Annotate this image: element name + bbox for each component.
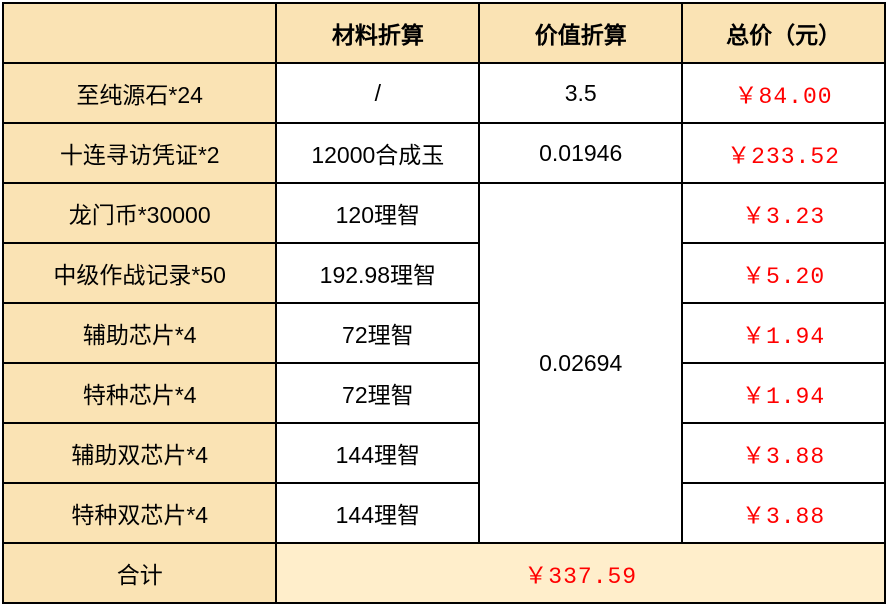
item-material: 72理智 (276, 363, 479, 423)
item-price: ￥5.20 (682, 243, 885, 303)
item-label: 辅助芯片*4 (3, 303, 276, 363)
pricing-table-container: 材料折算 价值折算 总价（元） 至纯源石*24 / 3.5 ￥84.00 十连寻… (0, 0, 888, 606)
header-empty (3, 3, 276, 63)
table-row: 特种芯片*4 72理智 ￥1.94 (3, 363, 885, 423)
item-label: 特种双芯片*4 (3, 483, 276, 543)
table-row: 龙门币*30000 120理智 0.02694 ￥3.23 (3, 183, 885, 243)
item-value: 3.5 (479, 63, 682, 123)
table-row: 辅助双芯片*4 144理智 ￥3.88 (3, 423, 885, 483)
header-material: 材料折算 (276, 3, 479, 63)
item-price: ￥84.00 (682, 63, 885, 123)
header-row: 材料折算 价值折算 总价（元） (3, 3, 885, 63)
item-price: ￥3.88 (682, 423, 885, 483)
item-value: 0.01946 (479, 123, 682, 183)
item-label: 龙门币*30000 (3, 183, 276, 243)
header-total: 总价（元） (682, 3, 885, 63)
item-material: 144理智 (276, 423, 479, 483)
table-row: 辅助芯片*4 72理智 ￥1.94 (3, 303, 885, 363)
table-row: 特种双芯片*4 144理智 ￥3.88 (3, 483, 885, 543)
item-price: ￥1.94 (682, 363, 885, 423)
table-row: 至纯源石*24 / 3.5 ￥84.00 (3, 63, 885, 123)
item-label: 至纯源石*24 (3, 63, 276, 123)
total-price: ￥337.59 (276, 543, 885, 603)
item-price: ￥1.94 (682, 303, 885, 363)
item-material: 12000合成玉 (276, 123, 479, 183)
item-material: 192.98理智 (276, 243, 479, 303)
item-label: 十连寻访凭证*2 (3, 123, 276, 183)
item-label: 中级作战记录*50 (3, 243, 276, 303)
item-material: / (276, 63, 479, 123)
header-value: 价值折算 (479, 3, 682, 63)
table-row: 十连寻访凭证*2 12000合成玉 0.01946 ￥233.52 (3, 123, 885, 183)
item-material: 72理智 (276, 303, 479, 363)
item-material: 120理智 (276, 183, 479, 243)
item-material: 144理智 (276, 483, 479, 543)
table-row: 中级作战记录*50 192.98理智 ￥5.20 (3, 243, 885, 303)
item-price: ￥233.52 (682, 123, 885, 183)
item-price: ￥3.88 (682, 483, 885, 543)
pricing-table: 材料折算 价值折算 总价（元） 至纯源石*24 / 3.5 ￥84.00 十连寻… (2, 2, 886, 604)
item-value-merged: 0.02694 (479, 183, 682, 543)
total-label: 合计 (3, 543, 276, 603)
total-row: 合计 ￥337.59 (3, 543, 885, 603)
item-label: 特种芯片*4 (3, 363, 276, 423)
item-price: ￥3.23 (682, 183, 885, 243)
item-label: 辅助双芯片*4 (3, 423, 276, 483)
